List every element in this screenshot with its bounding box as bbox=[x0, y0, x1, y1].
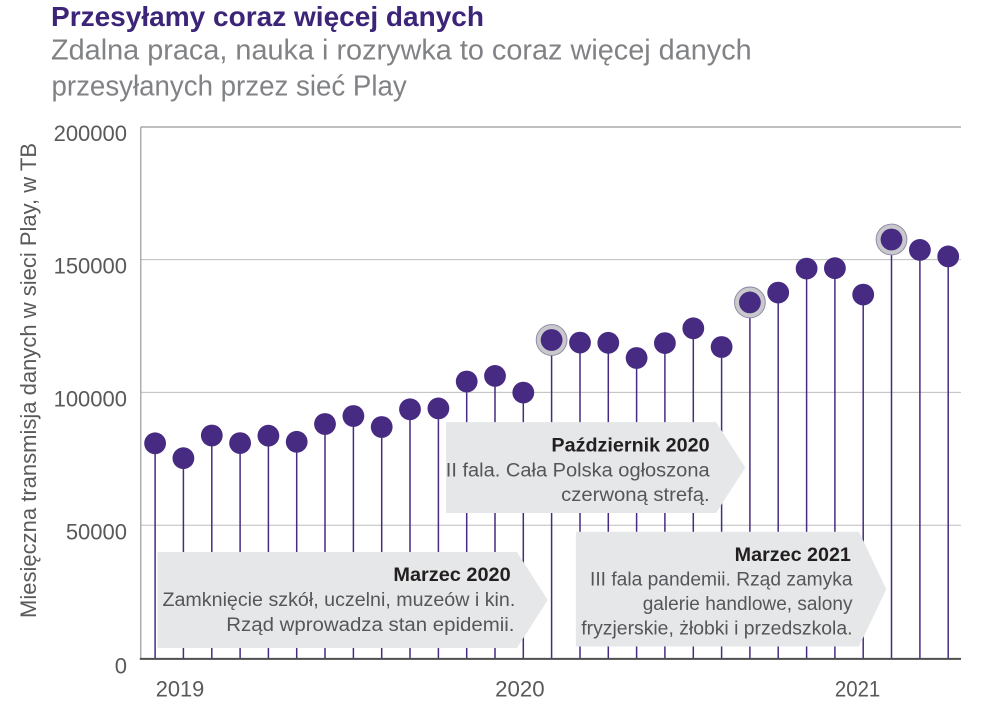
svg-text:2021: 2021 bbox=[835, 677, 880, 702]
svg-text:200000: 200000 bbox=[54, 121, 127, 146]
svg-text:Październik 2020: Październik 2020 bbox=[551, 435, 709, 457]
svg-text:2020: 2020 bbox=[495, 677, 545, 702]
svg-text:2019: 2019 bbox=[156, 677, 205, 702]
svg-text:Rząd wprowadza stan epidemii.: Rząd wprowadza stan epidemii. bbox=[226, 614, 514, 636]
svg-text:150000: 150000 bbox=[54, 254, 127, 279]
svg-text:50000: 50000 bbox=[66, 519, 127, 544]
svg-text:100000: 100000 bbox=[54, 387, 127, 412]
svg-text:0: 0 bbox=[115, 654, 127, 679]
svg-text:czerwoną strefą.: czerwoną strefą. bbox=[561, 484, 710, 506]
svg-text:Miesięczna transmisja danych w: Miesięczna transmisja danych w sieci Pla… bbox=[16, 143, 41, 618]
svg-text:Zamknięcie szkół, uczelni, muz: Zamknięcie szkół, uczelni, muzeów i kin. bbox=[163, 589, 516, 611]
svg-text:Przesyłamy coraz więcej danych: Przesyłamy coraz więcej danych bbox=[51, 1, 484, 32]
svg-text:galerie handlowe, salony: galerie handlowe, salony bbox=[643, 593, 853, 615]
svg-text:przesyłanych przez sieć Play: przesyłanych przez sieć Play bbox=[52, 71, 408, 103]
svg-text:Marzec 2021: Marzec 2021 bbox=[735, 544, 851, 566]
svg-text:III fala pandemii. Rząd zamyka: III fala pandemii. Rząd zamyka bbox=[590, 568, 853, 590]
svg-text:II fala. Cała Polska ogłoszona: II fala. Cała Polska ogłoszona bbox=[446, 460, 710, 482]
svg-text:Zdalna praca, nauka i rozrywka: Zdalna praca, nauka i rozrywka to coraz … bbox=[51, 35, 752, 67]
svg-text:fryzjerskie, żłobki i przedszk: fryzjerskie, żłobki i przedszkola. bbox=[581, 618, 852, 640]
svg-text:Marzec 2020: Marzec 2020 bbox=[393, 564, 510, 586]
